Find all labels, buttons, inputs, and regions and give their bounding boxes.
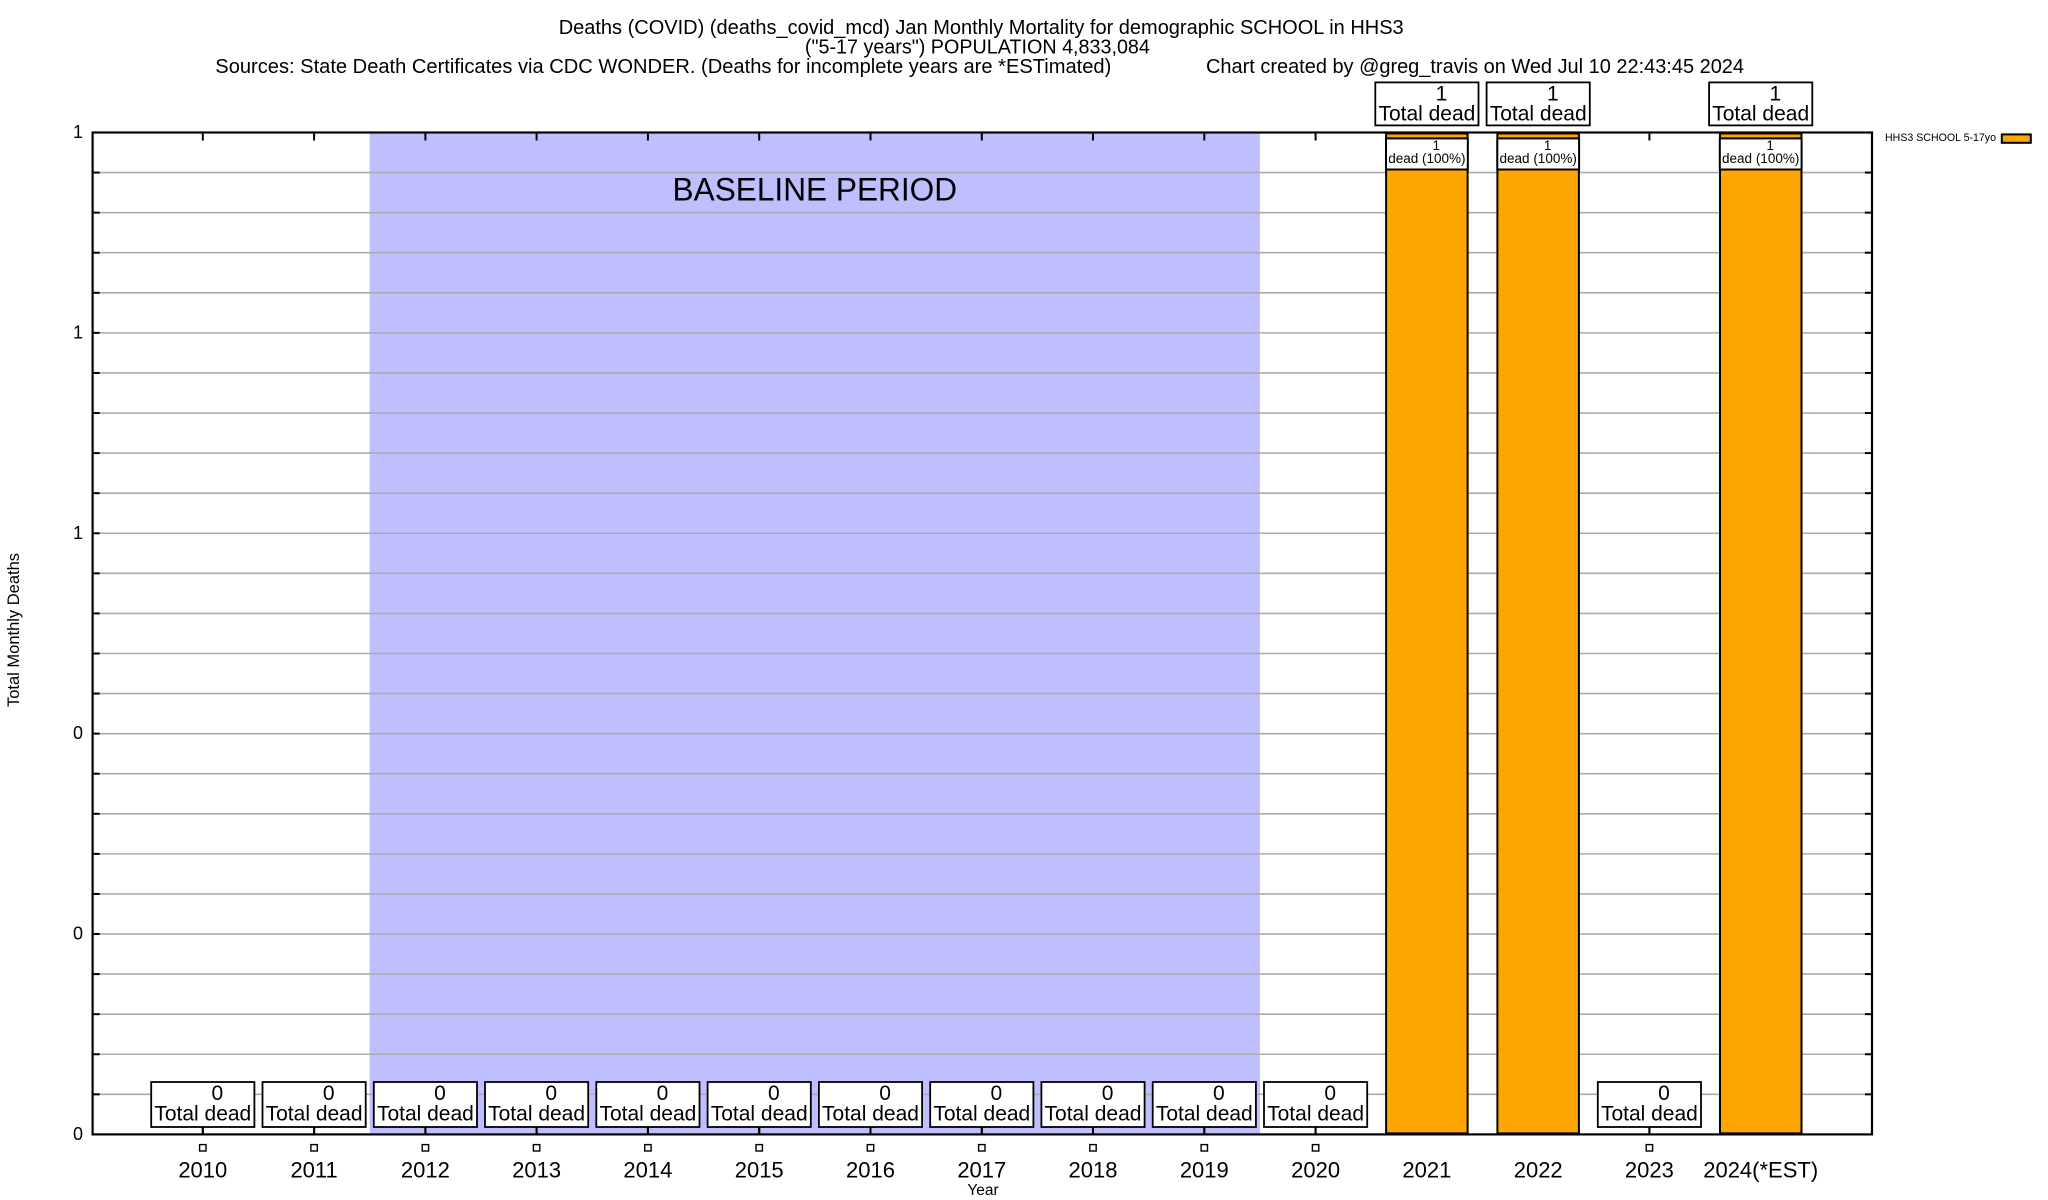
svg-text:Total dead: Total dead: [1712, 102, 1809, 125]
svg-text:BASELINE PERIOD: BASELINE PERIOD: [673, 171, 958, 207]
svg-text:Total dead: Total dead: [1156, 1103, 1253, 1126]
svg-text:2024(*EST): 2024(*EST): [1703, 1158, 1818, 1183]
svg-text:Sources: State Death Certifica: Sources: State Death Certificates via CD…: [215, 56, 1111, 78]
svg-text:1: 1: [1766, 138, 1774, 153]
svg-text:Total dead: Total dead: [599, 1103, 696, 1126]
svg-text:2013: 2013: [512, 1158, 561, 1183]
svg-text:2022: 2022: [1514, 1158, 1563, 1183]
svg-text:0: 0: [1213, 1082, 1225, 1105]
svg-text:0: 0: [1658, 1082, 1670, 1105]
svg-text:1: 1: [73, 122, 83, 142]
svg-text:2018: 2018: [1069, 1158, 1118, 1183]
svg-text:2021: 2021: [1402, 1158, 1451, 1183]
svg-text:0: 0: [1324, 1082, 1336, 1105]
svg-text:1: 1: [1544, 138, 1552, 153]
svg-text:1: 1: [73, 322, 83, 342]
svg-text:0: 0: [879, 1082, 891, 1105]
svg-text:Chart created by @greg_travis: Chart created by @greg_travis on Wed Jul…: [1206, 56, 1744, 78]
svg-text:0: 0: [73, 723, 83, 743]
svg-text:1: 1: [1769, 82, 1781, 105]
svg-text:2011: 2011: [290, 1158, 337, 1183]
svg-text:dead (100%): dead (100%): [1722, 151, 1799, 166]
svg-text:Total dead: Total dead: [1601, 1103, 1698, 1126]
svg-text:0: 0: [991, 1082, 1003, 1105]
svg-text:1: 1: [73, 523, 83, 543]
svg-text:0: 0: [1102, 1082, 1114, 1105]
svg-text:Total dead: Total dead: [1378, 102, 1475, 125]
svg-text:0: 0: [768, 1082, 780, 1105]
svg-text:2014: 2014: [623, 1158, 672, 1183]
svg-text:Total dead: Total dead: [711, 1103, 808, 1126]
svg-text:0: 0: [657, 1082, 669, 1105]
svg-text:2020: 2020: [1291, 1158, 1340, 1183]
svg-text:Total dead: Total dead: [488, 1103, 585, 1126]
svg-text:Total dead: Total dead: [1490, 102, 1587, 125]
svg-text:Total dead: Total dead: [933, 1103, 1030, 1126]
svg-text:0: 0: [545, 1082, 557, 1105]
svg-text:1: 1: [1436, 82, 1448, 105]
svg-text:1: 1: [1547, 82, 1559, 105]
svg-text:Total dead: Total dead: [1267, 1103, 1364, 1126]
svg-text:dead (100%): dead (100%): [1388, 151, 1465, 166]
svg-text:("5-17 years") POPULATION 4,83: ("5-17 years") POPULATION 4,833,084: [805, 36, 1150, 58]
svg-text:dead (100%): dead (100%): [1500, 151, 1577, 166]
svg-text:Year: Year: [967, 1182, 998, 1199]
svg-text:0: 0: [73, 1124, 83, 1144]
svg-text:0: 0: [73, 924, 83, 944]
svg-text:Total dead: Total dead: [1045, 1103, 1142, 1126]
svg-text:2016: 2016: [846, 1158, 895, 1183]
svg-text:1: 1: [1433, 138, 1441, 153]
svg-text:2023: 2023: [1625, 1158, 1674, 1183]
svg-text:Total Monthly Deaths: Total Monthly Deaths: [5, 553, 23, 707]
svg-text:0: 0: [212, 1082, 224, 1105]
svg-text:Total dead: Total dead: [154, 1103, 251, 1126]
svg-text:2010: 2010: [178, 1158, 227, 1183]
svg-text:2019: 2019: [1180, 1158, 1229, 1183]
svg-text:2015: 2015: [735, 1158, 784, 1183]
svg-text:0: 0: [434, 1082, 446, 1105]
svg-text:Total dead: Total dead: [377, 1103, 474, 1126]
svg-text:0: 0: [323, 1082, 335, 1105]
svg-text:Total dead: Total dead: [822, 1103, 919, 1126]
svg-text:2012: 2012: [401, 1158, 450, 1183]
svg-text:2017: 2017: [957, 1158, 1006, 1183]
svg-text:HHS3 SCHOOL 5-17yo: HHS3 SCHOOL 5-17yo: [1885, 132, 1996, 144]
svg-text:Deaths (COVID) (deaths_covid_m: Deaths (COVID) (deaths_covid_mcd) Jan Mo…: [559, 17, 1404, 39]
svg-text:Total dead: Total dead: [266, 1103, 363, 1126]
